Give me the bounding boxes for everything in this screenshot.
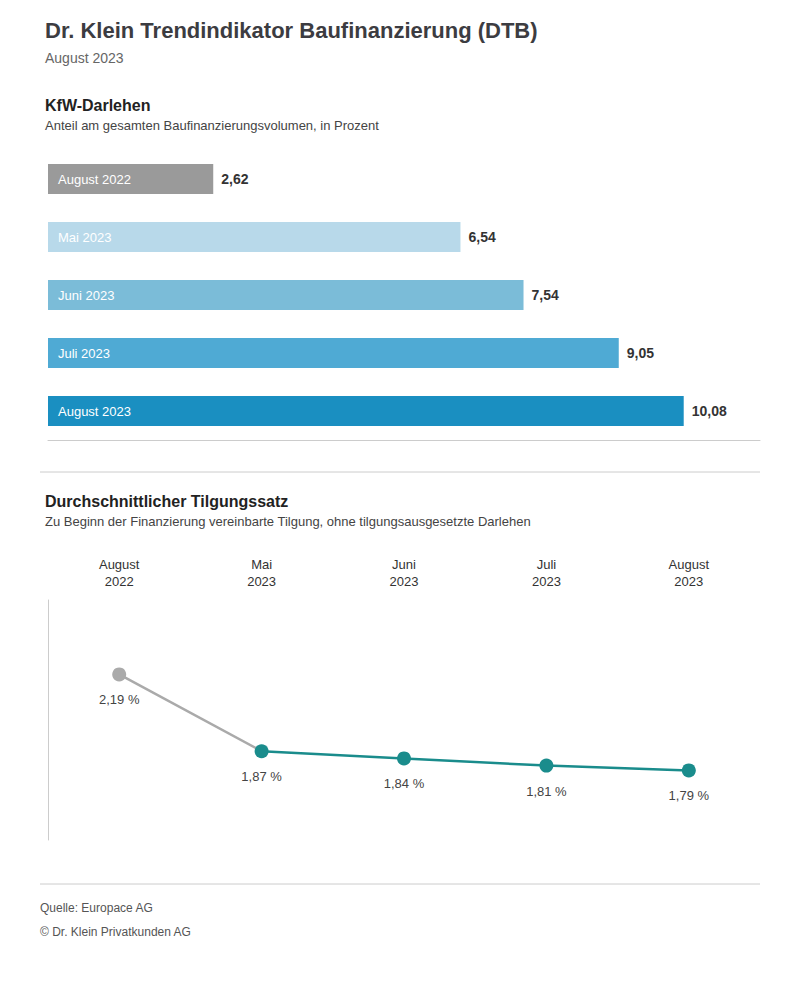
svg-text:1,87 %: 1,87 % [241, 769, 282, 784]
svg-text:August 2023: August 2023 [45, 50, 124, 66]
svg-text:KfW-Darlehen: KfW-Darlehen [45, 97, 150, 114]
svg-text:9,05: 9,05 [627, 345, 654, 361]
svg-text:Dr. Klein Trendindikator Baufi: Dr. Klein Trendindikator Baufinanzierung… [45, 18, 538, 43]
svg-text:August: August [99, 557, 140, 572]
svg-text:2023: 2023 [390, 574, 419, 589]
svg-text:1,81 %: 1,81 % [526, 784, 567, 799]
svg-text:2023: 2023 [532, 574, 561, 589]
svg-text:7,54: 7,54 [532, 287, 559, 303]
svg-text:Mai: Mai [251, 557, 272, 572]
svg-text:Quelle: Europace AG: Quelle: Europace AG [40, 901, 153, 915]
svg-text:Durchschnittlicher Tilgungssat: Durchschnittlicher Tilgungssatz [45, 493, 288, 510]
svg-text:Juni 2023: Juni 2023 [58, 288, 114, 303]
svg-text:1,84 %: 1,84 % [384, 776, 425, 791]
svg-text:2,19 %: 2,19 % [99, 692, 140, 707]
svg-text:August: August [669, 557, 710, 572]
svg-text:1,79 %: 1,79 % [669, 788, 710, 803]
svg-text:Zu Beginn der Finanzierung ver: Zu Beginn der Finanzierung vereinbarte T… [45, 514, 531, 529]
svg-text:Juni: Juni [392, 557, 416, 572]
svg-text:© Dr. Klein Privatkunden AG: © Dr. Klein Privatkunden AG [40, 925, 191, 939]
svg-text:Anteil am gesamten Baufinanzie: Anteil am gesamten Baufinanzierungsvolum… [45, 118, 379, 133]
svg-text:6,54: 6,54 [468, 229, 495, 245]
svg-text:August 2023: August 2023 [58, 404, 131, 419]
svg-text:Mai 2023: Mai 2023 [58, 230, 111, 245]
svg-text:Juli 2023: Juli 2023 [58, 346, 110, 361]
svg-text:August 2022: August 2022 [58, 172, 131, 187]
svg-text:10,08: 10,08 [692, 403, 727, 419]
svg-text:Juli: Juli [537, 557, 557, 572]
svg-text:2,62: 2,62 [221, 171, 248, 187]
svg-text:2022: 2022 [105, 574, 134, 589]
svg-text:2023: 2023 [674, 574, 703, 589]
svg-text:2023: 2023 [247, 574, 276, 589]
